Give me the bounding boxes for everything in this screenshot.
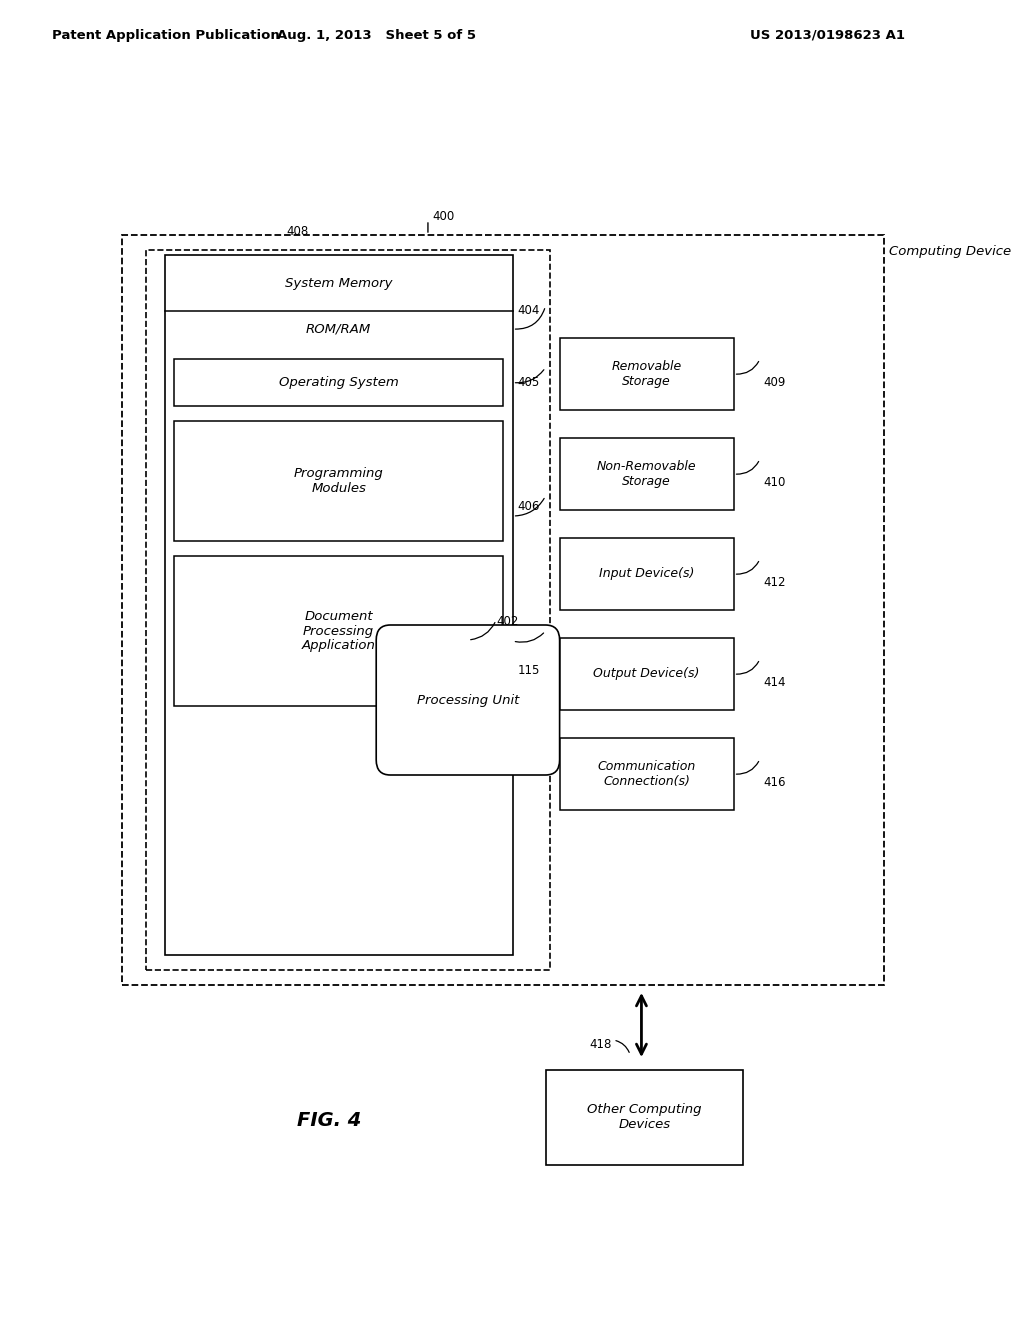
Text: Aug. 1, 2013   Sheet 5 of 5: Aug. 1, 2013 Sheet 5 of 5: [276, 29, 476, 41]
Text: Processing Unit: Processing Unit: [417, 693, 519, 706]
Bar: [122, 235, 884, 985]
FancyBboxPatch shape: [376, 624, 559, 775]
Bar: [145, 249, 550, 970]
Bar: [546, 1071, 743, 1166]
Bar: [559, 738, 733, 810]
Text: Computing Device: Computing Device: [889, 246, 1011, 257]
Text: ROM/RAM: ROM/RAM: [306, 322, 372, 335]
Bar: [165, 255, 513, 954]
Bar: [559, 638, 733, 710]
Bar: [559, 539, 733, 610]
Text: Non-Removable
Storage: Non-Removable Storage: [597, 459, 696, 488]
Text: 418: 418: [590, 1039, 612, 1052]
Bar: [174, 556, 503, 706]
Text: Operating System: Operating System: [279, 376, 398, 389]
Text: FIG. 4: FIG. 4: [297, 1110, 361, 1130]
Text: 404: 404: [517, 305, 540, 318]
Text: 115: 115: [517, 664, 540, 677]
Text: 408: 408: [287, 224, 309, 238]
Text: System Memory: System Memory: [285, 276, 392, 289]
Text: 416: 416: [764, 776, 786, 788]
Text: Input Device(s): Input Device(s): [599, 568, 694, 581]
Text: 410: 410: [764, 475, 786, 488]
Text: US 2013/0198623 A1: US 2013/0198623 A1: [751, 29, 905, 41]
Text: Removable
Storage: Removable Storage: [611, 360, 682, 388]
Text: Other Computing
Devices: Other Computing Devices: [587, 1104, 701, 1131]
Bar: [559, 338, 733, 411]
Text: Output Device(s): Output Device(s): [594, 668, 699, 681]
Text: 409: 409: [764, 375, 786, 388]
Text: 402: 402: [497, 615, 518, 628]
Text: 400: 400: [433, 210, 455, 223]
Bar: [174, 359, 503, 407]
Text: Programming
Modules: Programming Modules: [294, 467, 383, 495]
Text: 414: 414: [764, 676, 786, 689]
Text: 406: 406: [517, 499, 540, 512]
Bar: [174, 421, 503, 541]
Text: Communication
Connection(s): Communication Connection(s): [597, 760, 695, 788]
Bar: [559, 438, 733, 510]
Text: Document
Processing
Application: Document Processing Application: [302, 610, 376, 652]
Text: 405: 405: [517, 376, 540, 389]
Text: Patent Application Publication: Patent Application Publication: [52, 29, 280, 41]
Text: 412: 412: [764, 576, 786, 589]
